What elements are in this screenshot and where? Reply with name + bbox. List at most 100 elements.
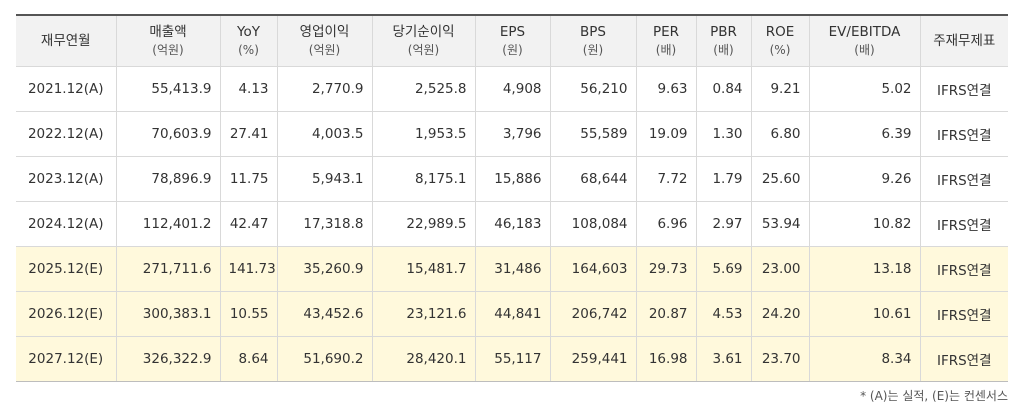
cell-per: 6.96	[635, 201, 697, 247]
cell-net-income: 2,525.8	[371, 66, 476, 112]
header-statement-basis: 주재무제표	[919, 14, 1008, 67]
cell-ev-ebitda: 13.18	[808, 246, 921, 292]
cell-bps: 108,084	[549, 201, 637, 247]
cell-sales: 78,896.9	[115, 156, 221, 202]
cell-yoy: 4.13	[219, 66, 278, 112]
cell-period: 2024.12(A)	[16, 201, 117, 247]
cell-eps: 31,486	[474, 246, 551, 292]
cell-sales: 112,401.2	[115, 201, 221, 247]
cell-ev-ebitda: 10.82	[808, 201, 921, 247]
cell-pbr: 0.84	[695, 66, 752, 112]
cell-net-income: 22,989.5	[371, 201, 476, 247]
cell-statement-basis: IFRS연결	[919, 246, 1008, 292]
header-row: 재무연월 매출액 (억원) YoY (%) 영업이익 (억원) 당기순이익 (억원) E…	[16, 14, 1008, 67]
cell-eps: 4,908	[474, 66, 551, 112]
cell-ev-ebitda: 6.39	[808, 111, 921, 157]
header-eps: EPS (원)	[474, 14, 551, 67]
cell-net-income: 15,481.7	[371, 246, 476, 292]
cell-operating-income: 43,452.6	[276, 291, 373, 337]
cell-roe: 9.21	[750, 66, 810, 112]
cell-statement-basis: IFRS연결	[919, 111, 1008, 157]
cell-pbr: 1.30	[695, 111, 752, 157]
cell-period: 2021.12(A)	[16, 66, 117, 112]
cell-ev-ebitda: 9.26	[808, 156, 921, 202]
cell-sales: 271,711.6	[115, 246, 221, 292]
table-row: 2026.12(E) 300,383.1 10.55 43,452.6 23,121.6…	[16, 291, 1008, 337]
table-row: 2027.12(E) 326,322.9 8.64 51,690.2 28,420.1 5…	[16, 336, 1008, 382]
cell-pbr: 1.79	[695, 156, 752, 202]
header-roe: ROE (%)	[750, 14, 810, 67]
header-period: 재무연월	[16, 14, 117, 67]
cell-eps: 44,841	[474, 291, 551, 337]
cell-pbr: 4.53	[695, 291, 752, 337]
table-row: 2025.12(E) 271,711.6 141.73 35,260.9 15,481.…	[16, 246, 1008, 292]
cell-sales: 70,603.9	[115, 111, 221, 157]
cell-per: 7.72	[635, 156, 697, 202]
cell-roe: 24.20	[750, 291, 810, 337]
cell-statement-basis: IFRS연결	[919, 291, 1008, 337]
cell-per: 29.73	[635, 246, 697, 292]
cell-per: 16.98	[635, 336, 697, 382]
cell-roe: 53.94	[750, 201, 810, 247]
header-per: PER (배)	[635, 14, 697, 67]
cell-operating-income: 2,770.9	[276, 66, 373, 112]
cell-bps: 259,441	[549, 336, 637, 382]
table-row: 2024.12(A) 112,401.2 42.47 17,318.8 22,989.5…	[16, 201, 1008, 247]
cell-net-income: 28,420.1	[371, 336, 476, 382]
cell-per: 19.09	[635, 111, 697, 157]
cell-eps: 15,886	[474, 156, 551, 202]
cell-operating-income: 51,690.2	[276, 336, 373, 382]
table-row: 2022.12(A) 70,603.9 27.41 4,003.5 1,953.5 3,7…	[16, 111, 1008, 157]
cell-yoy: 27.41	[219, 111, 278, 157]
cell-period: 2025.12(E)	[16, 246, 117, 292]
header-pbr: PBR (배)	[695, 14, 752, 67]
cell-bps: 56,210	[549, 66, 637, 112]
cell-sales: 55,413.9	[115, 66, 221, 112]
cell-roe: 25.60	[750, 156, 810, 202]
cell-bps: 164,603	[549, 246, 637, 292]
cell-yoy: 10.55	[219, 291, 278, 337]
cell-eps: 55,117	[474, 336, 551, 382]
cell-bps: 68,644	[549, 156, 637, 202]
cell-sales: 300,383.1	[115, 291, 221, 337]
cell-operating-income: 35,260.9	[276, 246, 373, 292]
cell-bps: 55,589	[549, 111, 637, 157]
header-bps: BPS (원)	[549, 14, 637, 67]
cell-roe: 6.80	[750, 111, 810, 157]
cell-ev-ebitda: 8.34	[808, 336, 921, 382]
cell-pbr: 2.97	[695, 201, 752, 247]
cell-eps: 3,796	[474, 111, 551, 157]
cell-statement-basis: IFRS연결	[919, 336, 1008, 382]
header-net-income: 당기순이익 (억원)	[371, 14, 476, 67]
header-ev-ebitda: EV/EBITDA (배)	[808, 14, 921, 67]
cell-period: 2027.12(E)	[16, 336, 117, 382]
cell-net-income: 8,175.1	[371, 156, 476, 202]
cell-roe: 23.70	[750, 336, 810, 382]
table-row: 2021.12(A) 55,413.9 4.13 2,770.9 2,525.8 4,90…	[16, 66, 1008, 112]
cell-yoy: 11.75	[219, 156, 278, 202]
cell-eps: 46,183	[474, 201, 551, 247]
cell-operating-income: 4,003.5	[276, 111, 373, 157]
cell-sales: 326,322.9	[115, 336, 221, 382]
header-operating-income: 영업이익 (억원)	[276, 14, 373, 67]
cell-net-income: 1,953.5	[371, 111, 476, 157]
financial-summary-table-container: 재무연월 매출액 (억원) YoY (%) 영업이익 (억원) 당기순이익 (억원) E…	[16, 14, 1008, 382]
cell-yoy: 42.47	[219, 201, 278, 247]
cell-ev-ebitda: 10.61	[808, 291, 921, 337]
header-yoy: YoY (%)	[219, 14, 278, 67]
cell-pbr: 3.61	[695, 336, 752, 382]
financial-summary-table: 재무연월 매출액 (억원) YoY (%) 영업이익 (억원) 당기순이익 (억원) E…	[16, 14, 1008, 382]
cell-bps: 206,742	[549, 291, 637, 337]
cell-per: 9.63	[635, 66, 697, 112]
cell-operating-income: 5,943.1	[276, 156, 373, 202]
cell-period: 2023.12(A)	[16, 156, 117, 202]
cell-statement-basis: IFRS연결	[919, 201, 1008, 247]
cell-operating-income: 17,318.8	[276, 201, 373, 247]
cell-yoy: 141.73	[219, 246, 278, 292]
cell-statement-basis: IFRS연결	[919, 66, 1008, 112]
cell-statement-basis: IFRS연결	[919, 156, 1008, 202]
header-sales: 매출액 (억원)	[115, 14, 221, 67]
table-row: 2023.12(A) 78,896.9 11.75 5,943.1 8,175.1 15,…	[16, 156, 1008, 202]
cell-per: 20.87	[635, 291, 697, 337]
cell-yoy: 8.64	[219, 336, 278, 382]
